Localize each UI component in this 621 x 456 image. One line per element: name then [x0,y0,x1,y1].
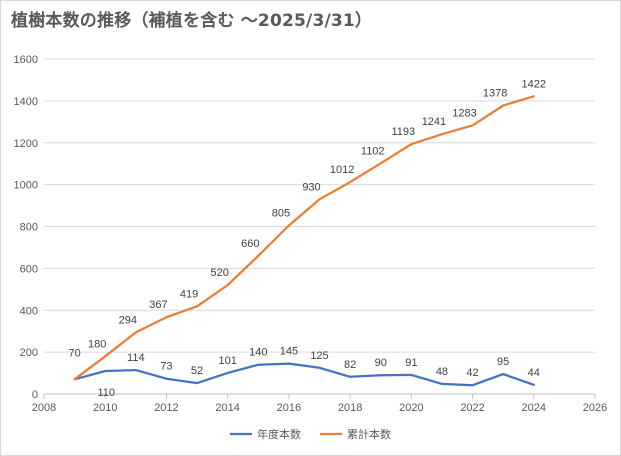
data-label: 48 [436,366,448,378]
y-tick-label: 1000 [14,180,38,192]
y-tick-label: 1600 [14,54,38,66]
data-labels: 70 180 110 294 114 367 73 419 52 520 101 660 140 805 1… [68,78,546,399]
data-label: 294 [119,314,137,326]
x-tick-label: 2018 [338,402,362,414]
data-label: 660 [241,238,259,250]
y-tick-labels: 0 200 400 600 800 1000 1200 1400 1600 [14,54,38,401]
data-label: 114 [127,352,145,364]
data-label: 145 [280,346,298,358]
chart-title: 植樹本数の推移（補植を含む ～2025/3/31） [11,11,373,31]
y-tick-label: 0 [32,389,38,401]
legend-label: 累計本数 [347,427,391,441]
series-lines [73,95,535,387]
x-tick-label: 2012 [154,402,178,414]
data-label: 110 [97,387,115,399]
y-tick-label: 400 [20,305,38,317]
y-tick-label: 1200 [14,138,38,150]
data-label: 95 [497,356,509,368]
data-label: 101 [218,355,236,367]
series-line-annual [73,362,535,387]
data-label: 140 [249,347,267,359]
data-label: 125 [310,350,328,362]
x-tick-label: 2020 [399,402,423,414]
x-tick-label: 2014 [215,402,239,414]
data-label: 1193 [392,126,416,138]
data-label: 1102 [361,145,385,157]
y-tick-label: 800 [20,222,38,234]
data-label: 180 [88,338,106,350]
data-label: 70 [68,347,80,359]
data-label: 91 [405,357,417,369]
x-tick-label: 2016 [277,402,301,414]
y-tick-label: 600 [20,263,38,275]
data-label: 1422 [522,78,546,90]
x-tick-labels: 2008 2010 2012 2014 2016 2018 2020 2022 2024 2026 [32,402,607,414]
data-label: 520 [210,267,228,279]
legend: 年度本数 累計本数 [230,427,391,441]
x-tick-label: 2008 [32,402,56,414]
data-label: 90 [375,357,387,369]
y-tick-label: 1400 [14,96,38,108]
data-label: 930 [302,181,320,193]
data-label: 367 [149,299,167,311]
axes [43,393,596,399]
data-label: 419 [180,288,198,300]
data-label: 1012 [330,164,354,176]
data-label: 73 [160,361,172,373]
data-label: 42 [466,367,478,379]
data-label: 1283 [452,107,476,119]
x-tick-label: 2024 [522,402,546,414]
data-label: 82 [344,359,356,371]
data-label: 1241 [422,116,446,128]
x-tick-label: 2010 [93,402,117,414]
x-tick-label: 2022 [460,402,484,414]
data-label: 1378 [483,87,507,99]
x-tick-label: 2026 [583,402,607,414]
gridlines [44,58,595,353]
legend-label: 年度本数 [257,427,301,441]
data-label: 52 [191,365,203,377]
data-label: 805 [272,207,290,219]
data-label: 44 [528,367,540,379]
series-line-cumulative [73,95,535,381]
y-tick-label: 200 [20,347,38,359]
